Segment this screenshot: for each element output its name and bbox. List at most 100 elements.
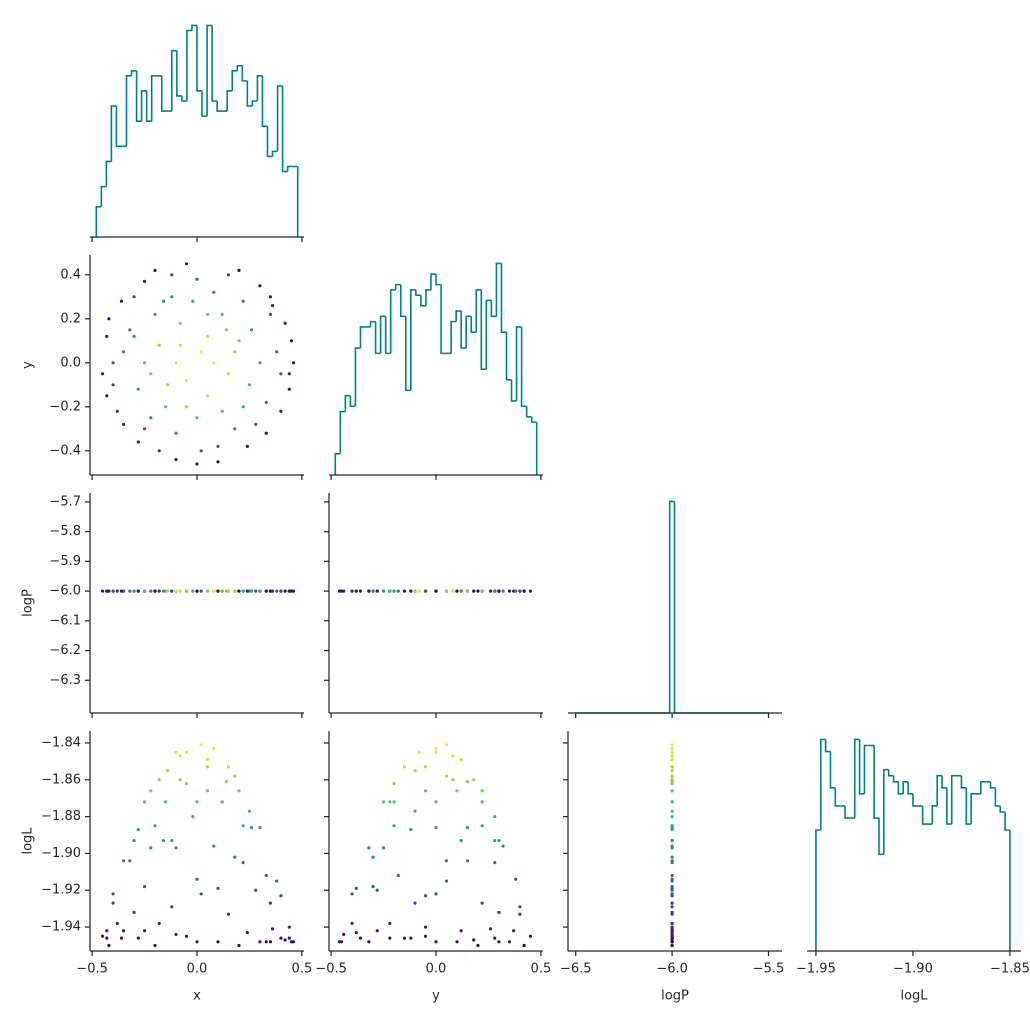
x-tick-label: −1.90 [893,962,933,977]
scatter-point [170,838,174,843]
hist-bin [359,326,366,349]
hist-bin [525,406,532,418]
hist-bin [490,300,497,318]
hist-bin [530,416,537,423]
scatter-point [174,932,178,937]
y-tick-label: 0.2 [60,311,81,326]
scatter-point [670,746,674,751]
hist-bin [125,75,132,147]
hist-bin [135,70,142,122]
scatter-point [402,589,407,593]
scatter-point [174,589,178,593]
scatter-point [174,361,178,365]
hist-bin [286,165,293,172]
scatter-point [670,859,674,863]
scatter-point [191,589,195,593]
scatter-point [488,927,493,931]
scatter-point [233,427,237,431]
scatter-point [264,940,268,944]
scatter-point [434,940,438,944]
scatter-point [264,431,268,435]
scatter-point [249,826,254,830]
y-tick-label: −0.2 [49,399,81,414]
scatter-point [512,929,516,933]
scatter-point [233,589,237,593]
scatter-point [289,339,294,343]
scatter-point [237,268,241,272]
scatter-point [128,589,132,593]
hist-bin [95,205,102,237]
scatter-point [174,750,178,754]
hist-bin [520,326,527,408]
scatter-point [455,940,459,944]
scatter-point [107,317,111,321]
scatter-point [142,800,147,804]
scatter-point [371,589,375,593]
hist-bin [980,780,986,794]
scatter-point [507,589,512,593]
scatter-point [157,343,161,347]
scatter-point [444,589,449,593]
scatter-point [518,589,522,593]
scatter-point [480,789,484,793]
scatter-point [670,888,674,892]
scatter-point [497,838,501,843]
scatter-point [184,405,189,409]
scatter-point [367,589,371,593]
scatter-point [142,279,147,283]
y-tick-label: 0.0 [60,355,81,370]
scatter-point [149,416,153,420]
scatter-point [224,328,228,332]
scatter-point [497,940,501,944]
scatter-point [161,299,166,303]
scatter-point [153,589,157,593]
hist-bin [1004,811,1010,831]
scatter-point [670,800,674,804]
x-tick-label: −1.85 [990,962,1030,977]
scatter-point [136,440,140,444]
scatter-point [174,846,178,850]
scatter-point [132,838,136,843]
scatter-point [216,589,220,593]
scatter-point [459,757,463,762]
hist-bin [950,774,957,825]
scatter-point [444,879,449,883]
hist-bin [819,738,826,831]
scatter-point [367,940,371,944]
scatter-point [283,589,287,593]
scatter-point [528,589,533,593]
scatter-point [264,873,268,878]
scatter-point [205,765,210,769]
hist-bin [339,410,346,454]
hist-bin [160,75,167,112]
scatter-point [480,824,484,828]
scatter-point [161,589,166,593]
scatter-point [105,394,109,398]
scatter-point [224,589,228,593]
scatter-point [507,940,512,944]
hist-bin [887,769,894,777]
scatter-point [275,589,279,593]
y-tick-label: 0.4 [60,267,81,282]
hist-bin [941,775,947,789]
scatter-point [170,589,174,593]
scatter-point [157,449,161,453]
hist-bin [181,95,187,102]
x-tick-label: −6.5 [560,962,592,977]
scatter-point [287,387,291,391]
hist-bin [236,64,243,71]
scatter-point [417,589,421,593]
scatter-point [226,273,231,277]
scatter-point [195,940,199,944]
hist-bin [201,90,208,117]
x-tick-label: −6.0 [656,962,688,977]
scatter-point [195,877,199,881]
scatter-point [381,589,386,593]
scatter-point [670,809,674,813]
scatter-point [233,350,237,354]
scatter-point [157,778,161,782]
scatter-point [205,789,210,793]
hist-bin [276,85,283,152]
scatter-point [413,768,417,773]
hist-bin [907,781,913,795]
